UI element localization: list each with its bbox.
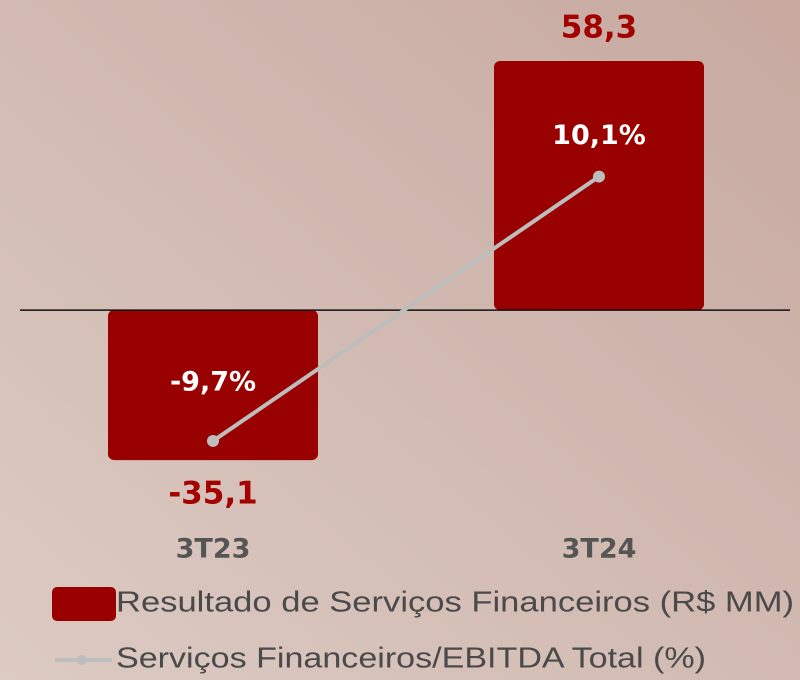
line-point xyxy=(207,434,219,447)
legend-label: Resultado de Serviços Financeiros (R$ MM… xyxy=(116,587,794,619)
line-value-label: -9,7% xyxy=(170,366,256,397)
line-value-label: 10,1% xyxy=(552,120,646,151)
bar-value-label: -35,1 xyxy=(168,476,257,512)
bar xyxy=(108,310,318,461)
legend-swatch-point xyxy=(77,655,87,665)
x-tick-label: 3T24 xyxy=(562,534,637,565)
legend-swatch xyxy=(52,587,116,621)
bar-value-label: 58,3 xyxy=(561,9,638,45)
legend-label: Serviços Financeiros/EBITDA Total (%) xyxy=(116,643,706,675)
line-point xyxy=(593,170,605,183)
bar xyxy=(494,60,704,311)
line xyxy=(211,174,601,443)
x-tick-label: 3T23 xyxy=(176,534,251,565)
